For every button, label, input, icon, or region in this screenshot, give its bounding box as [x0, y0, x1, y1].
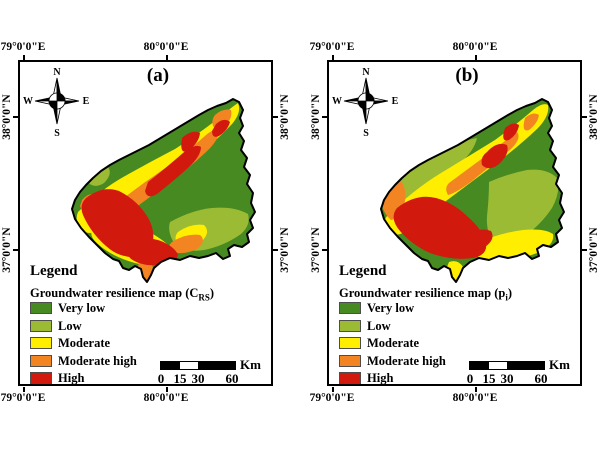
- axis-tick: [332, 387, 334, 392]
- axis-tick: [13, 249, 18, 251]
- coord-top-79e: 79°0'0"E: [309, 41, 355, 53]
- scale-unit: Km: [549, 357, 570, 372]
- compass-s: S: [54, 128, 60, 139]
- legend-swatch: [339, 302, 361, 314]
- compass-s: S: [363, 128, 369, 139]
- basin-outline: [380, 98, 565, 283]
- axis-tick: [166, 387, 168, 392]
- scale-number: 15: [173, 371, 187, 386]
- coord-right-37n: 37°0'0"N: [279, 227, 291, 273]
- coord-bottom-80e: 80°0'0"E: [143, 392, 189, 404]
- panel-a: 79°0'0"E 80°0'0"E 79°0'0"E 80°0'0"E 38°0…: [0, 40, 300, 420]
- panel-b: 79°0'0"E 80°0'0"E 79°0'0"E 80°0'0"E 38°0…: [309, 40, 600, 420]
- axis-tick: [582, 249, 587, 251]
- compass-w: W: [23, 96, 33, 107]
- coord-top-80e: 80°0'0"E: [452, 41, 498, 53]
- coord-right-38n: 38°0'0"N: [588, 94, 600, 140]
- compass-rose-icon: N S W E: [23, 67, 90, 139]
- coord-bottom-79e: 79°0'0"E: [309, 392, 355, 404]
- legend-title: Groundwater resilience map (pi): [339, 286, 513, 303]
- legend-heading: Legend: [30, 263, 78, 279]
- axis-tick: [23, 55, 25, 60]
- scale-bar-segments: [469, 361, 545, 370]
- scale-number: 60: [534, 371, 548, 386]
- legend-title: Groundwater resilience map (CRS): [30, 286, 215, 303]
- map-frame: (a) N S W E: [18, 60, 273, 386]
- axis-tick: [273, 249, 278, 251]
- axis-tick: [322, 116, 327, 118]
- coord-left-38n: 38°0'0"N: [1, 94, 13, 140]
- scale-number: 0: [466, 371, 474, 386]
- coord-right-37n: 37°0'0"N: [588, 227, 600, 273]
- scale-number: 15: [482, 371, 496, 386]
- coord-top-79e: 79°0'0"E: [0, 41, 46, 53]
- axis-tick: [332, 55, 334, 60]
- legend-swatch: [30, 354, 52, 367]
- map-a: [71, 98, 256, 283]
- legend-heading: Legend: [339, 263, 387, 279]
- coord-right-38n: 38°0'0"N: [279, 94, 291, 140]
- panel-label-a: (a): [146, 65, 170, 86]
- coord-left-37n: 37°0'0"N: [310, 227, 322, 273]
- legend-swatch: [339, 372, 361, 384]
- compass-e: E: [83, 96, 90, 107]
- scale-number: 30: [191, 371, 205, 386]
- axis-tick: [475, 55, 477, 60]
- map-b: [380, 98, 565, 283]
- compass-w: W: [332, 96, 342, 107]
- legend-swatch: [30, 372, 52, 384]
- compass-n: N: [362, 67, 370, 78]
- compass-e: E: [392, 96, 399, 107]
- scale-bar-segments: [160, 361, 236, 370]
- legend-swatch: [339, 319, 361, 332]
- coord-bottom-80e: 80°0'0"E: [452, 392, 498, 404]
- axis-tick: [166, 55, 168, 60]
- scale-number: 0: [157, 371, 165, 386]
- legend-swatch: [339, 354, 361, 367]
- axis-tick: [322, 249, 327, 251]
- axis-tick: [582, 116, 587, 118]
- panel-label-b: (b): [455, 65, 479, 86]
- coord-left-38n: 38°0'0"N: [310, 94, 322, 140]
- scale-unit: Km: [240, 357, 261, 372]
- axis-tick: [273, 116, 278, 118]
- legend-swatch: [30, 319, 52, 332]
- basin-outline: [71, 98, 256, 283]
- legend-swatch: [30, 302, 52, 314]
- legend-b: Legend Groundwater resilience map (pi) V…: [339, 263, 539, 385]
- scale-number: 30: [500, 371, 514, 386]
- map-frame: (b) N S W E: [327, 60, 582, 386]
- axis-tick: [13, 116, 18, 118]
- coord-top-80e: 80°0'0"E: [143, 41, 189, 53]
- coord-left-37n: 37°0'0"N: [1, 227, 13, 273]
- axis-tick: [23, 387, 25, 392]
- legend-swatch: [30, 337, 52, 349]
- scale-number: 60: [225, 371, 239, 386]
- coord-bottom-79e: 79°0'0"E: [0, 392, 46, 404]
- legend-a: Legend Groundwater resilience map (CRS) …: [30, 263, 230, 385]
- legend-swatch: [339, 337, 361, 349]
- compass-n: N: [53, 67, 61, 78]
- axis-tick: [475, 387, 477, 392]
- compass-rose-icon: N S W E: [332, 67, 399, 139]
